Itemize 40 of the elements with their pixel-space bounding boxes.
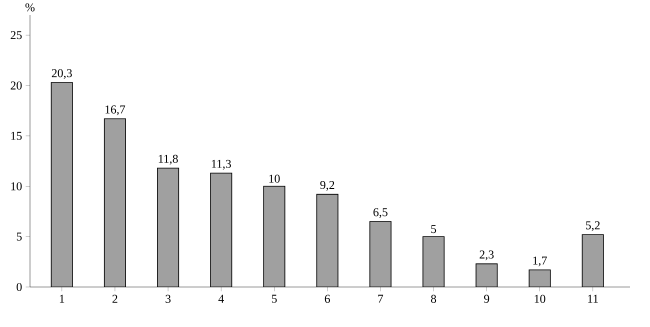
x-tick-label: 10 — [534, 294, 546, 303]
bar — [50, 82, 73, 287]
y-tick-label: 0 — [16, 282, 22, 292]
data-label: 16,7 — [106, 105, 126, 116]
y-tick-label: 15 — [11, 132, 22, 140]
y-axis-title: % — [25, 3, 35, 12]
bar — [369, 221, 392, 287]
data-label: 5 — [431, 225, 436, 234]
bar — [104, 118, 126, 287]
bar — [422, 236, 445, 287]
y-tick-label: 20 — [10, 81, 22, 90]
bar — [582, 234, 604, 287]
bar — [316, 194, 338, 287]
bar — [157, 168, 180, 287]
x-tick-label: 1 — [60, 294, 64, 303]
x-tick-label: 7 — [378, 294, 384, 303]
x-tick-label: 2 — [112, 294, 118, 303]
x-tick-label: 11 — [588, 294, 598, 303]
bar — [210, 172, 232, 287]
data-label: 11,3 — [212, 160, 231, 170]
x-tick-label: 6 — [324, 294, 330, 303]
bar — [263, 186, 286, 287]
bar — [476, 263, 498, 287]
x-tick-label: 5 — [272, 294, 277, 303]
x-tick-label: 8 — [431, 294, 436, 303]
x-tick-label: 9 — [484, 294, 490, 303]
data-label: 20,3 — [52, 69, 72, 79]
data-label: 1,7 — [533, 256, 547, 266]
bar — [528, 269, 551, 287]
y-tick-label: 25 — [10, 31, 22, 40]
data-label: 11,8 — [158, 154, 178, 165]
data-label: 2,3 — [480, 250, 494, 260]
y-tick-label: 5 — [16, 232, 22, 241]
data-label: 5,2 — [586, 221, 600, 232]
y-tick-label: 10 — [11, 182, 22, 190]
x-tick-label: 3 — [166, 294, 171, 303]
x-tick-label: 4 — [218, 294, 224, 303]
data-label: 10 — [269, 174, 280, 183]
data-label: 9,2 — [320, 180, 334, 191]
data-label: 6,5 — [373, 208, 388, 218]
